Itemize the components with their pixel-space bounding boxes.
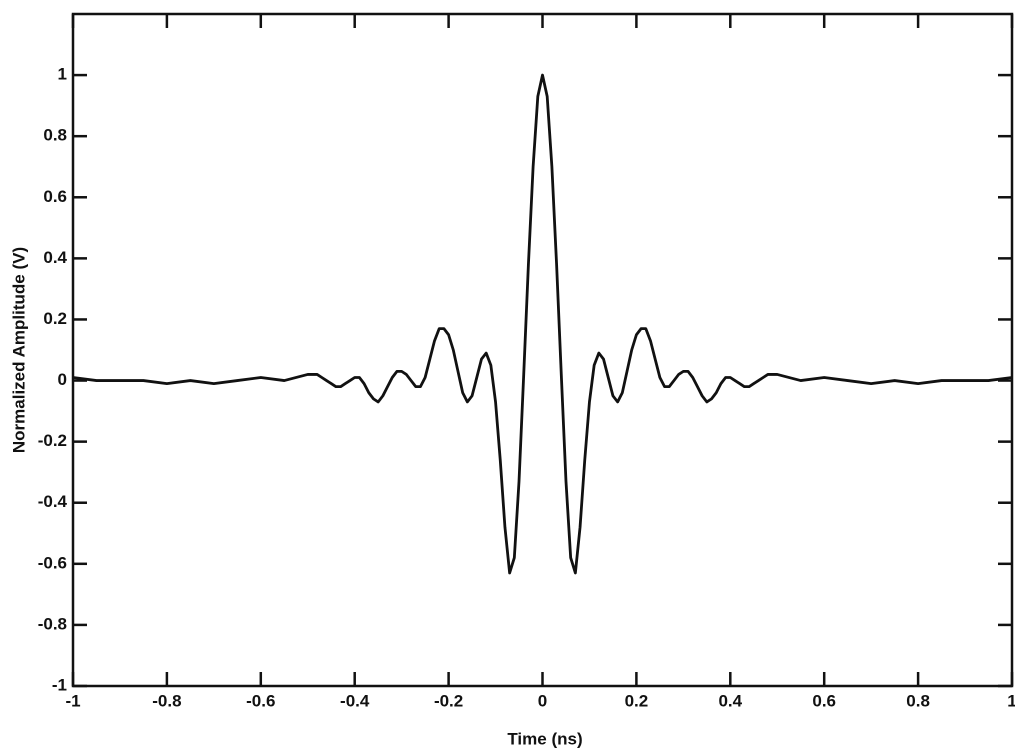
y-tick-label: 0 [58, 370, 67, 389]
y-tick-label: 0.6 [43, 187, 67, 206]
x-tick-label: 0.2 [625, 691, 649, 710]
x-tick-label: -0.2 [434, 691, 463, 710]
x-tick-label: -0.4 [340, 691, 370, 710]
y-tick-label: -1 [52, 675, 67, 694]
y-tick-label: 0.4 [43, 248, 67, 267]
y-tick-label: -0.2 [38, 431, 67, 450]
x-tick-label: 0.8 [906, 691, 930, 710]
waveform-line [72, 73, 1013, 575]
x-axis-label: Time (ns) [507, 729, 582, 748]
y-tick-label: 1 [58, 65, 67, 84]
x-tick-label: -0.6 [246, 691, 275, 710]
x-tick-label: -1 [65, 691, 80, 710]
y-tick-label: -0.6 [38, 553, 67, 572]
x-tick-label: 0.6 [812, 691, 836, 710]
y-tick-label: 0.8 [43, 126, 67, 145]
x-tick-label: 0.4 [718, 691, 742, 710]
x-tick-label: 1 [1007, 691, 1015, 710]
x-tick-label: 0 [538, 691, 547, 710]
plot-frame [71, 12, 1014, 688]
y-tick-label: 0.2 [43, 309, 67, 328]
y-tick-label: -0.8 [38, 614, 67, 633]
y-tick-label: -0.4 [38, 492, 68, 511]
y-axis-label: Normalized Amplitude (V) [9, 247, 28, 453]
x-tick-label: -0.8 [152, 691, 181, 710]
